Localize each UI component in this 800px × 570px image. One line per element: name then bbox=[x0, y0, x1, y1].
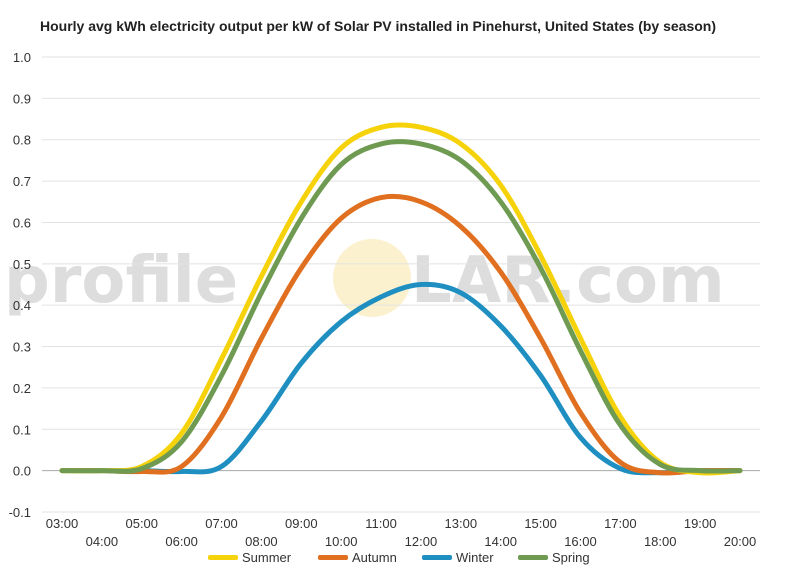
x-tick-label: 15:00 bbox=[524, 516, 557, 531]
x-tick-label: 17:00 bbox=[604, 516, 637, 531]
x-tick-label: 11:00 bbox=[365, 516, 397, 531]
legend-swatch bbox=[518, 555, 548, 560]
x-tick-label: 13:00 bbox=[445, 516, 478, 531]
y-tick-label: 0.7 bbox=[13, 174, 31, 189]
x-tick-label: 20:00 bbox=[724, 534, 757, 548]
grid-lines bbox=[42, 56, 760, 513]
x-tick-label: 08:00 bbox=[245, 534, 278, 548]
y-axis-ticks: 1.0 0.9 0.8 0.7 0.6 0.5 0.4 0.3 0.2 0.1 0.0 -0.1 bbox=[9, 50, 31, 520]
legend-swatch bbox=[422, 555, 452, 560]
chart-title: Hourly avg kWh electricity output per kW… bbox=[40, 18, 717, 34]
x-tick-label: 18:00 bbox=[644, 534, 677, 548]
x-tick-label: 10:00 bbox=[325, 534, 358, 548]
y-tick-label: 0.1 bbox=[13, 422, 31, 437]
x-tick-label: 06:00 bbox=[165, 534, 198, 548]
y-tick-label: 0.2 bbox=[13, 381, 31, 396]
legend-label: Spring bbox=[552, 550, 590, 565]
x-tick-label: 07:00 bbox=[205, 516, 238, 531]
series-line-spring bbox=[59, 139, 743, 474]
y-tick-label: 0.3 bbox=[13, 340, 31, 355]
series-lines bbox=[59, 122, 743, 476]
y-tick-label: 0.0 bbox=[13, 464, 31, 479]
x-tick-label: 14:00 bbox=[484, 534, 517, 548]
x-tick-label: 12:00 bbox=[405, 534, 438, 548]
x-tick-label: 04:00 bbox=[86, 534, 119, 548]
y-tick-label: 0.5 bbox=[13, 257, 31, 272]
y-tick-label: 1.0 bbox=[13, 50, 31, 65]
y-tick-label: -0.1 bbox=[9, 505, 31, 520]
legend-swatch bbox=[208, 555, 238, 560]
legend-label: Autumn bbox=[352, 550, 397, 565]
series-line-summer bbox=[59, 122, 743, 476]
y-tick-label: 0.8 bbox=[13, 133, 31, 148]
watermark-part-1: profile bbox=[4, 244, 238, 318]
x-tick-label: 09:00 bbox=[285, 516, 318, 531]
legend-swatch bbox=[318, 555, 348, 560]
series-line-winter bbox=[59, 281, 743, 476]
x-tick-label: 16:00 bbox=[564, 534, 597, 548]
y-tick-label: 0.9 bbox=[13, 91, 31, 106]
watermark-sun bbox=[333, 239, 411, 317]
series-line-autumn bbox=[59, 193, 743, 476]
y-tick-label: 0.4 bbox=[13, 298, 31, 313]
legend-label: Summer bbox=[242, 550, 292, 565]
x-tick-label: 19:00 bbox=[684, 516, 717, 531]
x-axis-ticks: 03:00 04:00 05:00 06:00 07:00 08:00 09:00 10:00… bbox=[46, 516, 757, 548]
y-tick-label: 0.6 bbox=[13, 215, 31, 230]
x-tick-label: 03:00 bbox=[46, 516, 79, 531]
x-tick-label: 05:00 bbox=[125, 516, 158, 531]
line-chart: profile LAR.com 1.00.90.80.70.60.50.40.30… bbox=[4, 50, 760, 548]
legend-label: Winter bbox=[456, 550, 494, 565]
legend: Summer Autumn Winter Spring bbox=[0, 549, 800, 567]
